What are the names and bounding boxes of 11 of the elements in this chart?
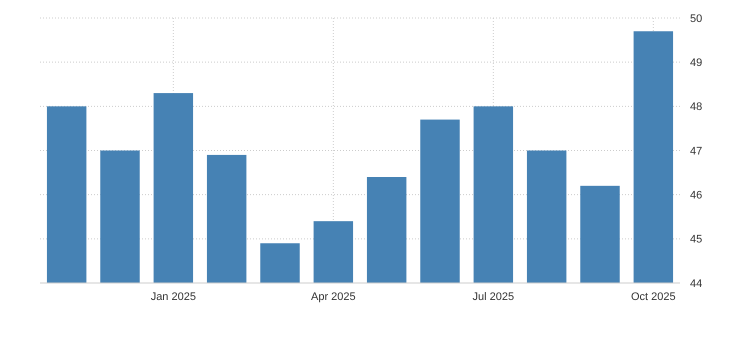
x-tick-label: Apr 2025 bbox=[311, 291, 356, 303]
y-tick-label: 50 bbox=[690, 12, 702, 25]
y-tick-label: 48 bbox=[690, 101, 702, 114]
y-tick-label: 49 bbox=[690, 57, 702, 70]
x-tick-label: Jul 2025 bbox=[472, 291, 514, 303]
y-tick-label: 45 bbox=[690, 234, 702, 246]
y-tick-label: 47 bbox=[690, 145, 702, 158]
x-tick-label: Oct 2025 bbox=[631, 291, 676, 303]
x-tick-label: Jan 2025 bbox=[150, 291, 196, 303]
y-tick-label: 44 bbox=[690, 278, 702, 290]
y-tick-label: 46 bbox=[690, 190, 702, 202]
